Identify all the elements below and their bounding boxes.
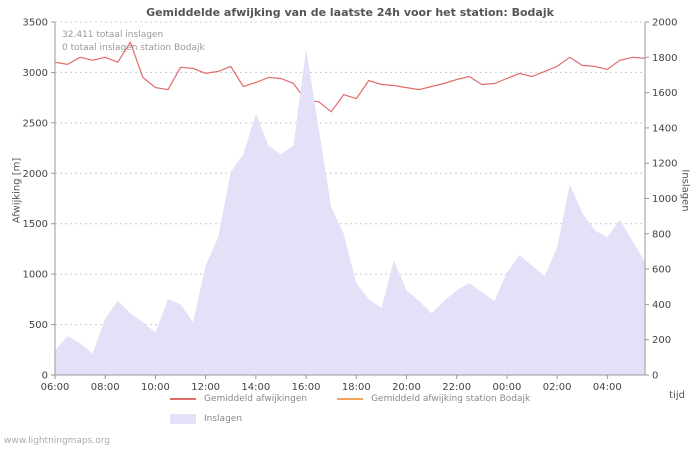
svg-text:800: 800 — [652, 229, 671, 240]
svg-text:1400: 1400 — [652, 123, 677, 134]
svg-text:02:00: 02:00 — [543, 382, 572, 393]
legend-item-station-deviation: Gemiddeld afwijking station Bodajk — [337, 394, 530, 404]
svg-text:00:00: 00:00 — [493, 382, 522, 393]
deviation-line-swatch — [170, 398, 196, 400]
watermark-url: www.lightningmaps.org — [4, 436, 110, 446]
svg-text:200: 200 — [652, 335, 671, 346]
svg-text:2000: 2000 — [652, 18, 677, 29]
chart-title: Gemiddelde afwijking van de laatste 24h … — [146, 6, 554, 19]
svg-text:10:00: 10:00 — [141, 382, 170, 393]
svg-text:08:00: 08:00 — [91, 382, 120, 393]
strikes-area-swatch — [170, 414, 196, 424]
svg-text:06:00: 06:00 — [41, 382, 70, 393]
station-line-swatch — [337, 398, 364, 400]
svg-text:2000: 2000 — [23, 169, 48, 180]
x-axis-label: tijd — [669, 390, 685, 401]
svg-text:12:00: 12:00 — [191, 382, 220, 393]
svg-text:500: 500 — [29, 320, 48, 331]
svg-text:400: 400 — [652, 300, 671, 311]
svg-text:600: 600 — [652, 265, 671, 276]
svg-text:04:00: 04:00 — [593, 382, 622, 393]
legend-label-strikes: Inslagen — [204, 414, 243, 424]
svg-text:1000: 1000 — [652, 194, 677, 205]
svg-text:18:00: 18:00 — [342, 382, 371, 393]
legend-item-deviation: Gemiddeld afwijkingen — [170, 394, 307, 404]
station-strikes-annotation: 0 totaal inslagen station Bodajk — [62, 43, 205, 53]
svg-text:20:00: 20:00 — [392, 382, 421, 393]
svg-text:1200: 1200 — [652, 159, 677, 170]
svg-text:3000: 3000 — [23, 68, 48, 79]
svg-text:0: 0 — [42, 371, 48, 382]
svg-text:1800: 1800 — [652, 53, 677, 64]
svg-text:1500: 1500 — [23, 219, 48, 230]
svg-text:3500: 3500 — [23, 18, 48, 29]
legend-item-strikes: Inslagen — [170, 414, 242, 424]
svg-text:0: 0 — [652, 371, 658, 382]
total-strikes-annotation: 32.411 totaal inslagen — [62, 30, 164, 40]
legend-label-deviation: Gemiddeld afwijkingen — [204, 394, 308, 404]
chart-legend: Gemiddeld afwijkingen Gemiddeld afwijkin… — [170, 394, 560, 434]
legend-label-station-deviation: Gemiddeld afwijking station Bodajk — [371, 394, 531, 404]
svg-text:22:00: 22:00 — [442, 382, 471, 393]
svg-text:1000: 1000 — [23, 270, 48, 281]
svg-text:16:00: 16:00 — [292, 382, 321, 393]
svg-text:1600: 1600 — [652, 88, 677, 99]
svg-text:2500: 2500 — [23, 118, 48, 129]
svg-text:14:00: 14:00 — [241, 382, 270, 393]
